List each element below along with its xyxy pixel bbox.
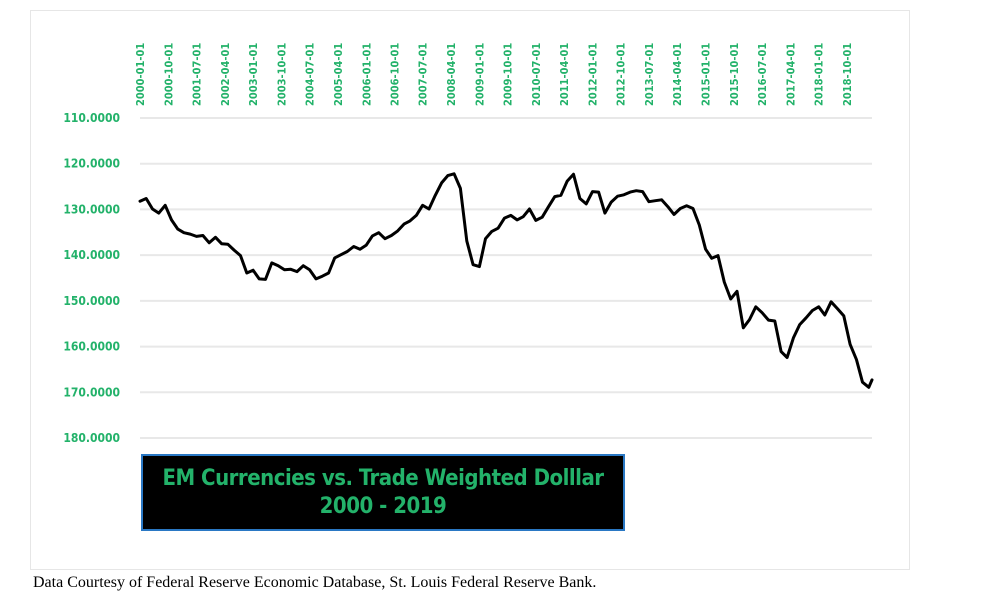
x-tick-label: 2001-07-01: [190, 43, 203, 106]
chart-subtitle: 2000 - 2019: [319, 493, 447, 519]
x-tick-label: 2002-04-01: [219, 43, 232, 106]
x-tick-label: 2017-04-01: [784, 43, 797, 106]
x-tick-label: 2013-07-01: [643, 43, 656, 106]
y-tick-label: 180.0000: [63, 431, 120, 445]
x-tick-label: 2018-01-01: [813, 43, 826, 106]
x-tick-label: 2016-07-01: [756, 43, 769, 106]
x-tick-label: 2005-04-01: [332, 43, 345, 106]
x-tick-label: 2010-07-01: [530, 43, 543, 106]
x-tick-label: 2003-10-01: [275, 43, 288, 106]
chart-title-box: EM Currencies vs. Trade Weighted Dolllar…: [141, 454, 625, 531]
source-note: Data Courtesy of Federal Reserve Economi…: [33, 574, 597, 591]
x-tick-label: 2000-01-01: [134, 43, 147, 106]
y-tick-label: 160.0000: [63, 340, 120, 354]
x-tick-label: 2009-01-01: [473, 43, 486, 106]
y-tick-label: 150.0000: [63, 294, 120, 308]
y-tick-label: 120.0000: [63, 157, 120, 171]
gridlines: [140, 117, 872, 439]
x-tick-label: 2006-10-01: [388, 43, 401, 106]
x-tick-label: 2000-10-01: [162, 43, 175, 106]
x-tick-label: 2015-01-01: [700, 43, 713, 106]
x-tick-label: 2008-04-01: [445, 43, 458, 106]
chart-title: EM Currencies vs. Trade Weighted Dolllar: [162, 465, 604, 491]
series-line: [138, 172, 874, 389]
x-tick-label: 2015-10-01: [728, 43, 741, 106]
x-tick-label: 2011-04-01: [558, 43, 571, 106]
x-tick-label: 2006-01-01: [360, 43, 373, 106]
x-tick-label: 2014-04-01: [671, 43, 684, 106]
x-axis-tick-labels: 2000-01-01 2000-10-01 2001-07-01 2002-04-01…: [134, 43, 854, 106]
x-tick-label: 2018-10-01: [841, 43, 854, 106]
x-tick-label: 2007-07-01: [417, 43, 430, 106]
y-tick-label: 170.0000: [63, 385, 120, 399]
y-tick-label: 140.0000: [63, 248, 120, 262]
y-axis-tick-labels: 110.0000 120.0000 130.0000 140.0000 150.0000…: [63, 111, 120, 445]
x-tick-label: 2003-01-01: [247, 43, 260, 106]
y-tick-label: 110.0000: [63, 111, 120, 125]
x-tick-label: 2012-10-01: [615, 43, 628, 106]
x-tick-label: 2009-10-01: [502, 43, 515, 106]
x-tick-label: 2012-01-01: [586, 43, 599, 106]
y-tick-label: 130.0000: [63, 202, 120, 216]
series-layer: [138, 172, 874, 389]
x-tick-label: 2004-07-01: [304, 43, 317, 106]
